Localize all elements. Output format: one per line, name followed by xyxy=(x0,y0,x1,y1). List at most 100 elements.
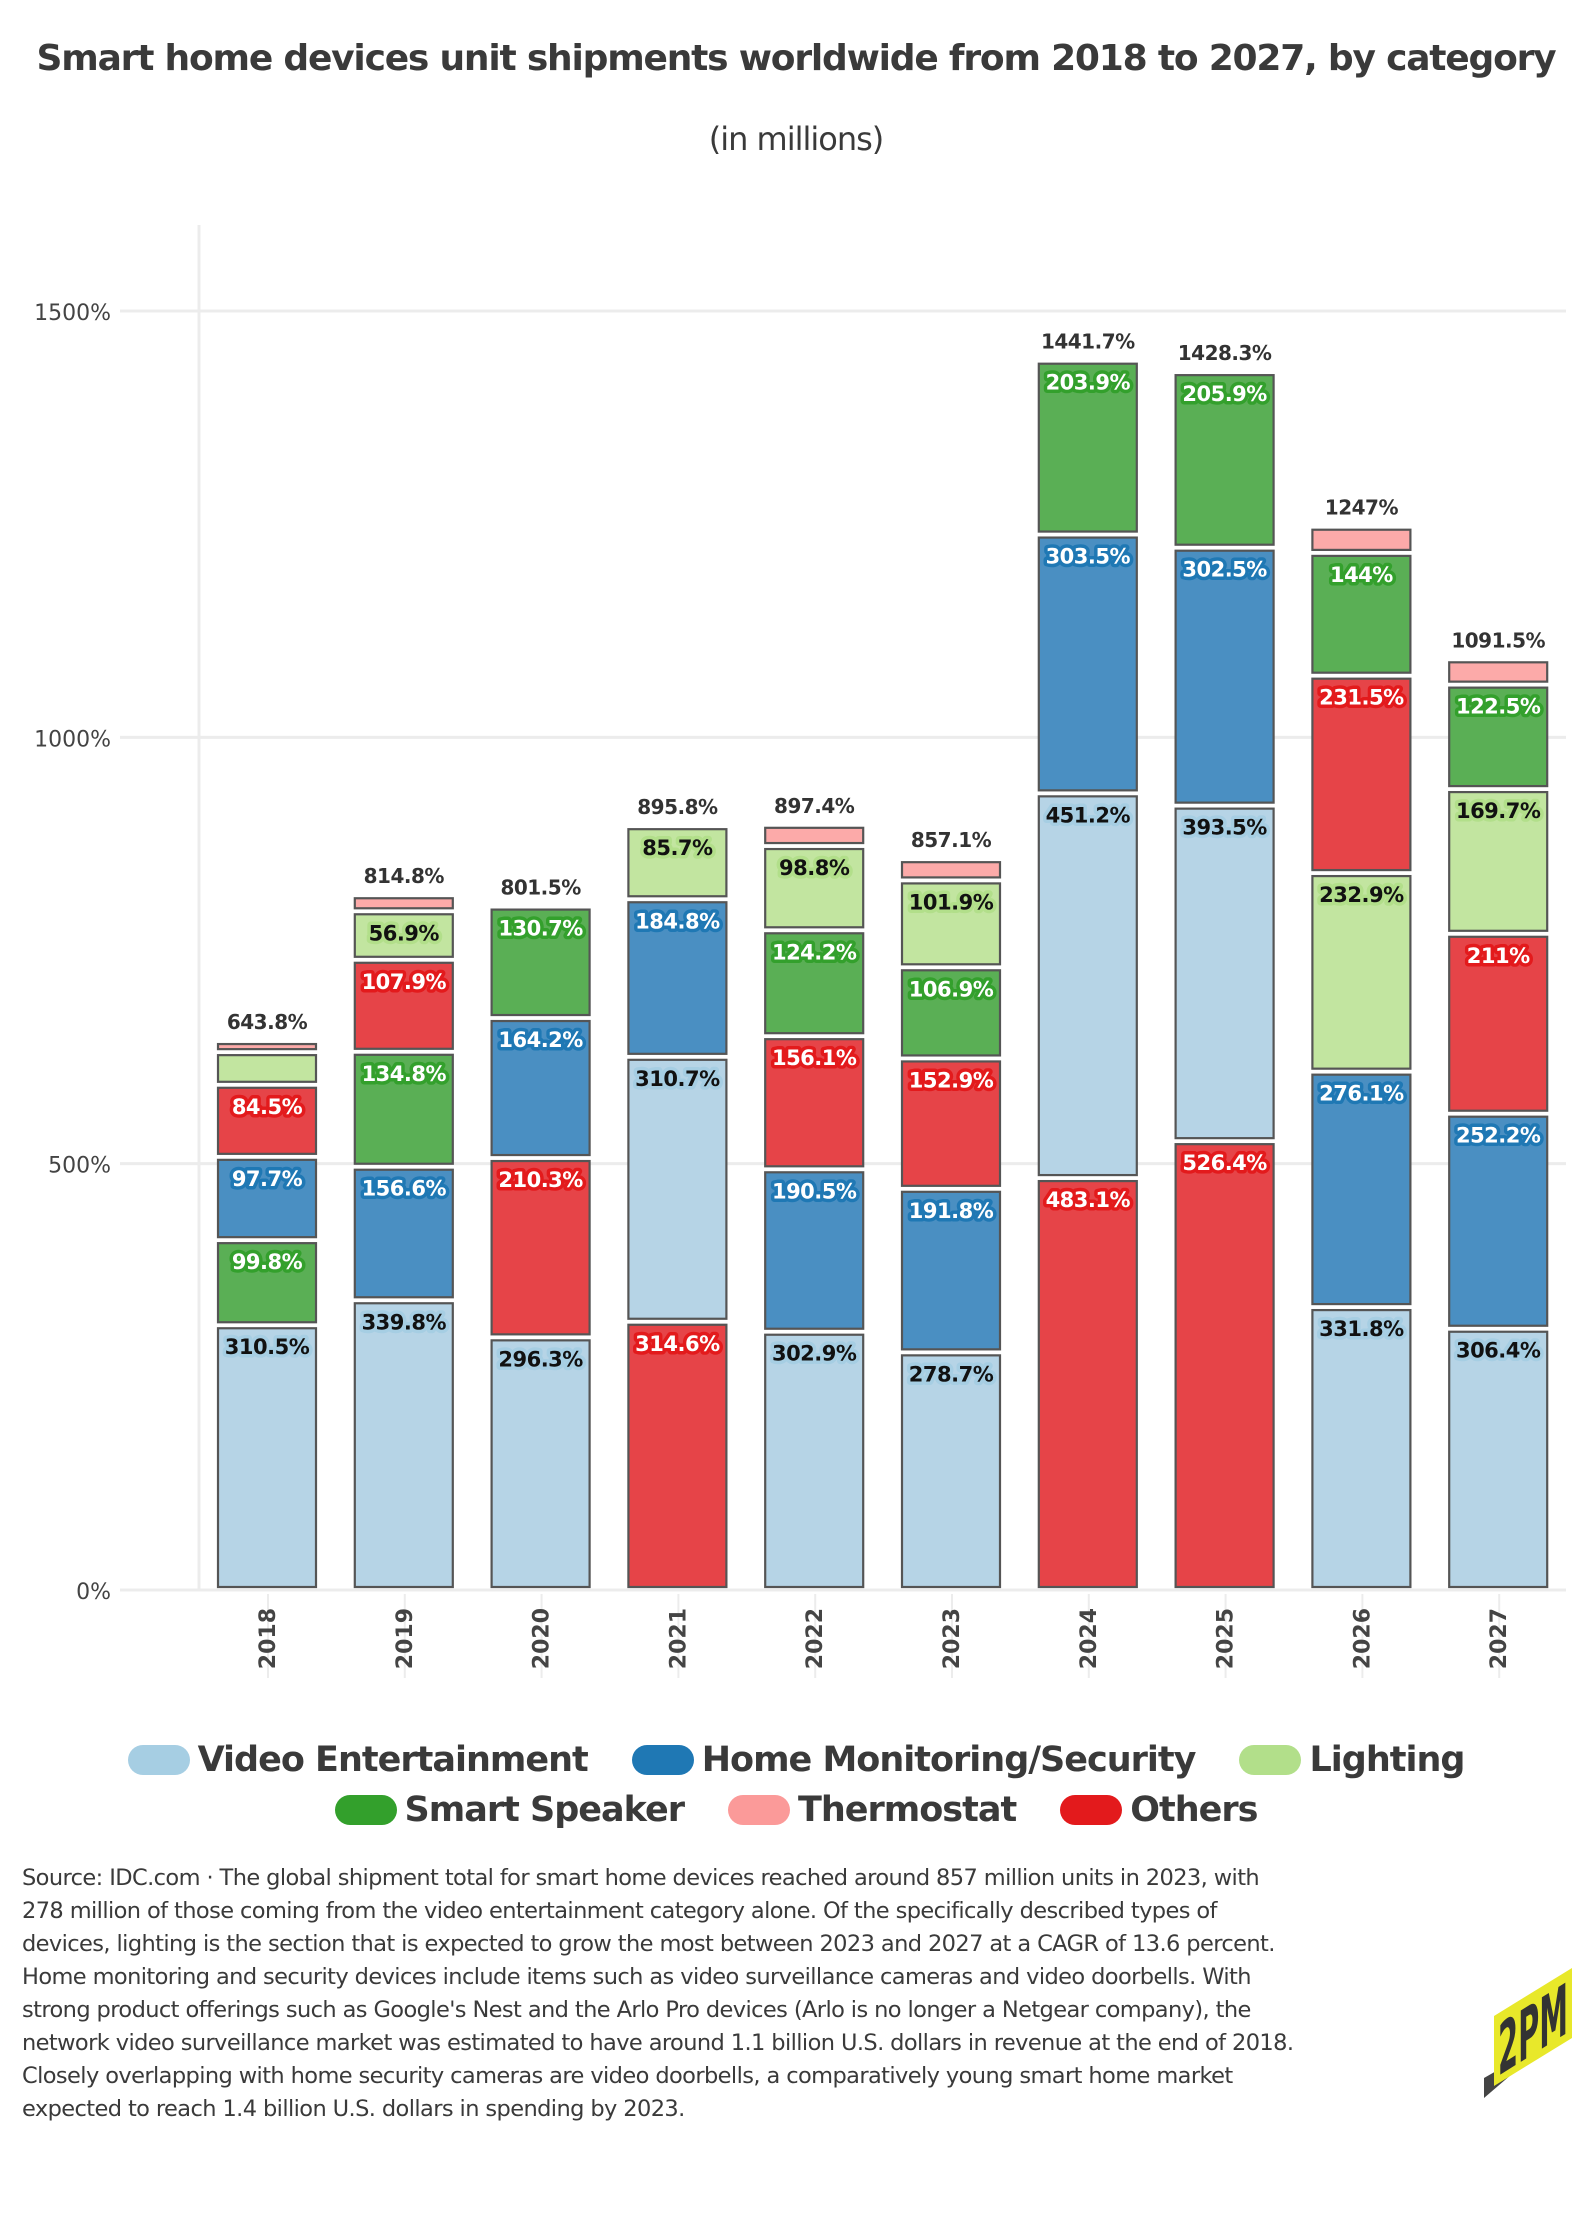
data-label: 210.3% xyxy=(498,1168,583,1192)
data-label: 106.9% xyxy=(909,977,994,1001)
bar-segment-home-monitoring-security xyxy=(216,1158,318,1239)
x-tick-label: 2019 xyxy=(393,1608,418,1669)
data-label: 156.1% xyxy=(772,1046,857,1070)
data-label: 85.7% xyxy=(642,836,713,860)
legend-item-others[interactable]: Others xyxy=(1060,1790,1258,1830)
legend-item-smart-speaker[interactable]: Smart Speaker xyxy=(334,1790,685,1830)
legend-item-lighting[interactable]: Lighting xyxy=(1239,1740,1465,1780)
data-label-halo: 252.2% xyxy=(1456,1124,1541,1148)
bar-segment-smart-speaker xyxy=(900,969,1002,1057)
data-label-halo: 278.7% xyxy=(909,1362,994,1386)
legend-label: Home Monitoring/Security xyxy=(701,1740,1197,1780)
logo-text: 2PM xyxy=(1498,1968,1568,2093)
data-label: 303.5% xyxy=(1046,545,1131,569)
data-label-halo: 156.1% xyxy=(772,1046,857,1070)
bar-segment-video-entertainment xyxy=(764,1333,865,1589)
total-label: 1091.5% xyxy=(1451,628,1545,652)
x-tick-label: 2026 xyxy=(1350,1608,1375,1669)
x-tick-label: 2021 xyxy=(666,1608,691,1669)
bar-segment-video-entertainment xyxy=(1448,1330,1549,1589)
data-label: 205.9% xyxy=(1182,382,1267,406)
bar-segment-thermostat xyxy=(216,1042,318,1051)
data-label: 302.5% xyxy=(1182,558,1267,582)
bar-segment-lighting xyxy=(353,913,454,958)
bar-segment-others xyxy=(764,1038,865,1168)
data-label-halo: 107.9% xyxy=(362,970,447,994)
bar-segment-lighting xyxy=(1311,874,1412,1070)
data-label-halo: 451.2% xyxy=(1046,803,1131,827)
data-label: 314.6% xyxy=(635,1332,720,1356)
data-label-halo: 310.7% xyxy=(635,1067,720,1091)
bar-segment-smart-speaker xyxy=(1311,554,1412,674)
data-label-halo: 101.9% xyxy=(909,890,994,914)
bar-segment-home-monitoring-security xyxy=(1174,549,1275,804)
bar-segment-video-entertainment xyxy=(216,1327,318,1589)
data-label: 278.7% xyxy=(909,1362,994,1386)
bar-segment-others xyxy=(490,1159,591,1336)
source-note-line: devices, lighting is the section that is… xyxy=(22,1931,1275,1957)
total-label: 801.5% xyxy=(500,876,581,900)
axes: 0% 500% 1000% 1500% 2018 2019 2020 2021 2022 2023… xyxy=(34,301,1512,1669)
data-label: 190.5% xyxy=(772,1179,857,1203)
bar-segment-video-entertainment xyxy=(1174,807,1275,1140)
bar-segment-smart-speaker xyxy=(764,932,865,1035)
total-label: 1247% xyxy=(1325,496,1399,520)
bar-segment-lighting xyxy=(900,882,1002,966)
total-label: 643.8% xyxy=(227,1010,308,1034)
legend-swatch-home-monitoring xyxy=(631,1745,694,1775)
data-label: 107.9% xyxy=(362,970,447,994)
data-label: 276.1% xyxy=(1319,1082,1404,1106)
data-label: 97.7% xyxy=(232,1167,303,1191)
data-label-halo: 56.9% xyxy=(369,921,440,945)
legend-swatch-video-entertainment xyxy=(127,1745,190,1775)
data-label-halo: 310.5% xyxy=(225,1335,310,1359)
data-label: 98.8% xyxy=(779,856,850,880)
bar-segment-others xyxy=(1037,1179,1138,1589)
total-label: 1428.3% xyxy=(1178,341,1272,365)
total-label: 1441.7% xyxy=(1041,330,1135,354)
data-label-halo: 98.8% xyxy=(779,856,850,880)
bar-segment-lighting xyxy=(764,847,865,929)
legend-item-video-entertainment[interactable]: Video Entertainment xyxy=(127,1740,589,1780)
data-label: 231.5% xyxy=(1319,686,1404,710)
data-label: 56.9% xyxy=(369,921,440,945)
legend-item-thermostat[interactable]: Thermostat xyxy=(727,1790,1017,1830)
data-label: 232.9% xyxy=(1319,883,1404,907)
bar-segment-video-entertainment xyxy=(1311,1308,1412,1589)
legend-label: Lighting xyxy=(1309,1740,1465,1780)
bar-segment-thermostat xyxy=(1311,528,1412,552)
data-labels: 310.5%310.5%99.8%99.8%97.7%97.7%84.5%84.… xyxy=(221,330,1546,1390)
y-tick-label: 500% xyxy=(48,1154,111,1179)
data-label: 84.5% xyxy=(232,1095,303,1119)
data-label-halo: 393.5% xyxy=(1182,816,1267,840)
x-tick-label: 2025 xyxy=(1214,1608,1239,1669)
legend-swatch-others xyxy=(1060,1795,1123,1825)
data-label: 451.2% xyxy=(1046,803,1131,827)
bar-segment-video-entertainment xyxy=(490,1339,591,1589)
legend-item-home-monitoring[interactable]: Home Monitoring/Security xyxy=(631,1740,1197,1780)
data-label: 184.8% xyxy=(635,909,720,933)
data-label-halo: 190.5% xyxy=(772,1179,857,1203)
data-label: 144% xyxy=(1330,563,1393,587)
bar-segment-smart-speaker xyxy=(1174,374,1275,546)
data-label-halo: 84.5% xyxy=(232,1095,303,1119)
data-label-halo: 85.7% xyxy=(642,836,713,860)
bar-segment-others xyxy=(353,961,454,1050)
data-label-halo: 124.2% xyxy=(772,940,857,964)
data-label: 296.3% xyxy=(498,1347,583,1371)
chart-subtitle: (in millions) xyxy=(708,120,885,158)
total-label: 897.4% xyxy=(774,794,855,818)
data-label: 310.5% xyxy=(225,1335,310,1359)
bar-segment-lighting xyxy=(216,1054,318,1083)
data-label-halo: 483.1% xyxy=(1046,1188,1131,1212)
data-label-halo: 306.4% xyxy=(1456,1339,1541,1363)
legend: Video Entertainment Home Monitoring/Secu… xyxy=(0,1735,1592,1835)
data-label-halo: 526.4% xyxy=(1182,1151,1267,1175)
source-note-line: 278 million of those coming from the vid… xyxy=(22,1898,1217,1924)
data-label-halo: 314.6% xyxy=(635,1332,720,1356)
x-tick-label: 2020 xyxy=(530,1608,555,1669)
bar-segment-home-monitoring-security xyxy=(900,1190,1002,1351)
data-label: 306.4% xyxy=(1456,1339,1541,1363)
bar-segment-home-monitoring-security xyxy=(1037,536,1138,792)
data-label-halo: 276.1% xyxy=(1319,1082,1404,1106)
